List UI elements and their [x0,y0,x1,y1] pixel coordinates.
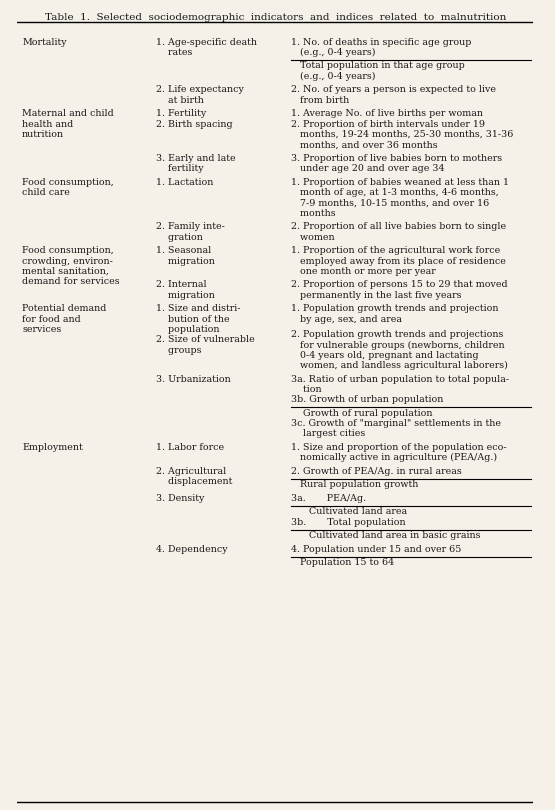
Text: 1. Age-specific death: 1. Age-specific death [157,38,258,47]
Text: largest cities: largest cities [291,429,365,438]
Text: tion: tion [291,385,321,394]
Text: 0-4 years old, pregnant and lactating: 0-4 years old, pregnant and lactating [291,351,478,360]
Text: population: population [157,325,220,334]
Text: 2. Life expectancy: 2. Life expectancy [157,85,244,95]
Text: Potential demand
for food and
services: Potential demand for food and services [22,305,107,334]
Text: 4. Dependency: 4. Dependency [157,544,228,554]
Text: Mortality: Mortality [22,38,67,47]
Text: Cultivated land area: Cultivated land area [291,507,407,516]
Text: (e.g., 0-4 years): (e.g., 0-4 years) [291,48,375,58]
Text: 3b. Growth of urban population: 3b. Growth of urban population [291,395,443,404]
Text: 3. Early and late: 3. Early and late [157,154,236,163]
Text: displacement: displacement [157,477,233,486]
Text: 2. Family inte-: 2. Family inte- [157,222,225,232]
Text: 2. Agricultural: 2. Agricultural [157,467,226,476]
Text: 3a. Ratio of urban population to total popula-: 3a. Ratio of urban population to total p… [291,375,509,384]
Text: 1. Proportion of the agricultural work force: 1. Proportion of the agricultural work f… [291,246,500,255]
Text: 2. Size of vulnerable: 2. Size of vulnerable [157,335,255,344]
Text: from birth: from birth [291,96,349,104]
Text: gration: gration [157,232,203,241]
Text: 2. Birth spacing: 2. Birth spacing [157,120,233,129]
Text: 2. Proportion of persons 15 to 29 that moved: 2. Proportion of persons 15 to 29 that m… [291,280,507,289]
Text: 7-9 months, 10-15 months, and over 16: 7-9 months, 10-15 months, and over 16 [291,198,489,207]
Text: under age 20 and over age 34: under age 20 and over age 34 [291,164,444,173]
Text: 1. Seasonal: 1. Seasonal [157,246,211,255]
Text: Rural population growth: Rural population growth [291,480,418,489]
Text: at birth: at birth [157,96,204,104]
Text: 2. Internal: 2. Internal [157,280,207,289]
Text: 3c. Growth of "marginal" settlements in the: 3c. Growth of "marginal" settlements in … [291,419,501,428]
Text: 3. Urbanization: 3. Urbanization [157,375,231,384]
Text: fertility: fertility [157,164,204,173]
Text: months, and over 36 months: months, and over 36 months [291,140,437,149]
Text: 2. No. of years a person is expected to live: 2. No. of years a person is expected to … [291,85,496,95]
Text: 3a.       PEA/Ag.: 3a. PEA/Ag. [291,494,366,503]
Text: 3. Proportion of live babies born to mothers: 3. Proportion of live babies born to mot… [291,154,502,163]
Text: 1. No. of deaths in specific age group: 1. No. of deaths in specific age group [291,38,471,47]
Text: 1. Size and proportion of the population eco-: 1. Size and proportion of the population… [291,443,506,452]
Text: Employment: Employment [22,443,83,452]
Text: Table  1.  Selected  sociodemographic  indicators  and  indices  related  to  ma: Table 1. Selected sociodemographic indic… [44,14,506,23]
Text: women: women [291,232,334,241]
Text: 4. Population under 15 and over 65: 4. Population under 15 and over 65 [291,544,461,554]
Text: permanently in the last five years: permanently in the last five years [291,291,461,300]
Text: 1. Labor force: 1. Labor force [157,443,225,452]
Text: Food consumption,
child care: Food consumption, child care [22,177,114,197]
Text: bution of the: bution of the [157,314,230,324]
Text: women, and landless agricultural laborers): women, and landless agricultural laborer… [291,361,508,370]
Text: 1. Proportion of babies weaned at less than 1: 1. Proportion of babies weaned at less t… [291,177,509,187]
Text: (e.g., 0-4 years): (e.g., 0-4 years) [291,72,375,81]
Text: employed away from its place of residence: employed away from its place of residenc… [291,257,506,266]
Text: Maternal and child
health and
nutrition: Maternal and child health and nutrition [22,109,114,139]
Text: migration: migration [157,291,215,300]
Text: 1. Lactation: 1. Lactation [157,177,214,187]
Text: Population 15 to 64: Population 15 to 64 [291,558,394,567]
Text: months, 19-24 months, 25-30 months, 31-36: months, 19-24 months, 25-30 months, 31-3… [291,130,513,139]
Text: 2. Growth of PEA/Ag. in rural areas: 2. Growth of PEA/Ag. in rural areas [291,467,461,476]
Text: 2. Population growth trends and projections: 2. Population growth trends and projecti… [291,330,503,339]
Text: for vulnerable groups (newborns, children: for vulnerable groups (newborns, childre… [291,340,504,350]
Text: 1. Average No. of live births per woman: 1. Average No. of live births per woman [291,109,483,118]
Text: rates: rates [157,48,193,57]
Text: Growth of rural population: Growth of rural population [291,409,432,418]
Text: 3b.       Total population: 3b. Total population [291,518,405,526]
Text: 2. Proportion of all live babies born to single: 2. Proportion of all live babies born to… [291,222,506,232]
Text: Food consumption,
crowding, environ-
mental sanitation,
demand for services: Food consumption, crowding, environ- men… [22,246,120,287]
Text: by age, sex, and area: by age, sex, and area [291,314,402,324]
Text: 3. Density: 3. Density [157,494,205,503]
Text: 1. Size and distri-: 1. Size and distri- [157,305,241,313]
Text: Cultivated land area in basic grains: Cultivated land area in basic grains [291,531,480,540]
Text: nomically active in agriculture (PEA/Ag.): nomically active in agriculture (PEA/Ag.… [291,454,497,463]
Text: Total population in that age group: Total population in that age group [291,62,465,70]
Text: 1. Population growth trends and projection: 1. Population growth trends and projecti… [291,305,498,313]
Text: one month or more per year: one month or more per year [291,266,436,276]
Text: 2. Proportion of birth intervals under 19: 2. Proportion of birth intervals under 1… [291,120,485,129]
Text: month of age, at 1-3 months, 4-6 months,: month of age, at 1-3 months, 4-6 months, [291,188,498,197]
Text: 1. Fertility: 1. Fertility [157,109,206,118]
Text: groups: groups [157,346,202,355]
Text: migration: migration [157,257,215,266]
Text: months: months [291,209,335,218]
